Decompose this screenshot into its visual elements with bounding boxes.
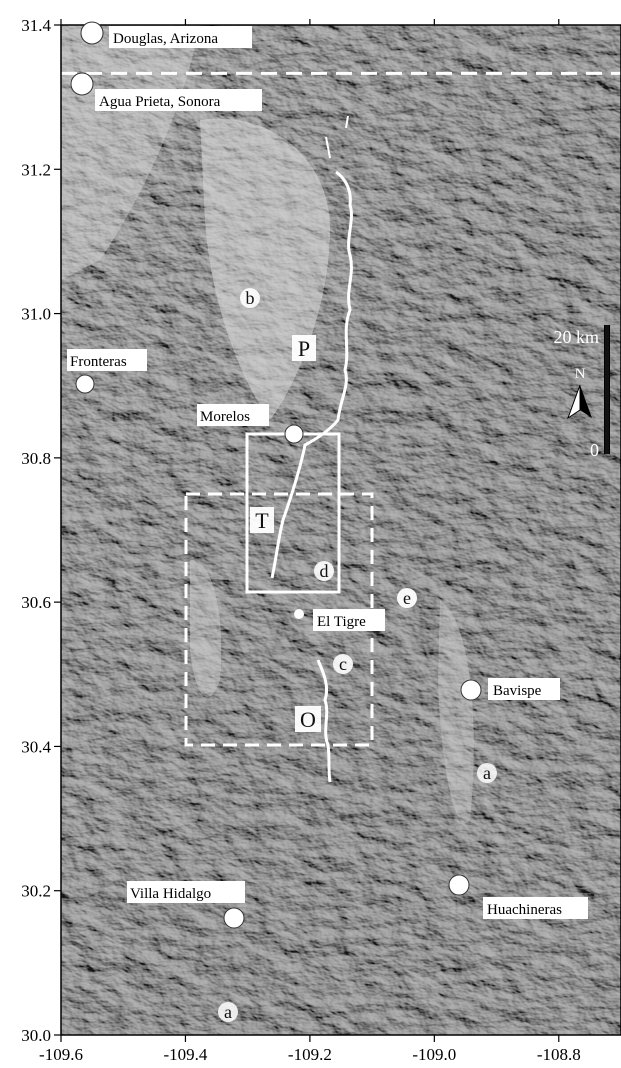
town-marker [460,679,482,701]
place-label-villa-hidalgo: Villa Hidalgo [130,886,211,902]
feature-letter-a-south: a [224,1002,232,1022]
feature-d: d [314,561,334,581]
town-marker [75,374,95,394]
feature-e: e [397,588,417,608]
y-tick-label: 31.0 [21,305,51,324]
y-tick-label: 31.2 [21,160,51,179]
place-agua-prieta: Agua Prieta, Sonora [70,72,262,111]
feature-letter-b: b [246,288,255,308]
place-label-fronteras: Fronteras [70,354,127,370]
feature-a-south: a [218,1002,238,1022]
scale-bar: 20 km 0 [553,325,610,460]
town-marker [70,72,94,96]
place-label-morelos: Morelos [200,409,250,425]
place-el-tigre: El Tigre [294,609,385,631]
place-label-douglas: Douglas, Arizona [113,31,218,47]
x-tick-label: -109.6 [39,1045,83,1064]
feature-letter-e: e [403,588,411,608]
x-tick-label: -109.2 [288,1045,332,1064]
y-tick-label: 30.0 [21,1026,51,1045]
place-fronteras: Fronteras [67,349,147,394]
fault-label-o: O [295,706,321,732]
label-box [313,609,385,631]
feature-a-east: a [477,763,497,783]
town-marker [448,874,470,896]
place-label-huachineras: Huachineras [487,902,562,918]
feature-c: c [333,654,353,674]
label-box [109,26,252,48]
place-bavispe: Bavispe [460,678,560,701]
y-tick-label: 30.4 [21,737,51,756]
place-morelos: Morelos [197,404,304,444]
feature-b: b [240,288,260,308]
label-box [95,89,262,111]
fault-trace-p-tip [325,115,349,159]
plain-northwest [61,25,200,280]
fault-trace-o [316,659,332,783]
town-marker [294,609,304,619]
x-tick-label: -109.4 [163,1045,207,1064]
place-label-agua-prieta: Agua Prieta, Sonora [99,94,221,110]
basin-east [438,600,474,824]
place-label-bavispe: Bavispe [493,683,542,699]
scale-bar-label: 20 km [553,327,599,347]
fault-label-t: T [250,507,274,533]
x-axis: -109.6 -109.4 -109.2 -109.0 -108.8 [39,19,581,1064]
town-marker [223,907,245,929]
label-box [483,897,588,919]
y-axis: 31.4 31.2 31.0 30.8 30.6 30.4 30.2 30.0 [21,16,61,1045]
place-huachineras: Huachineras [448,874,588,919]
place-label-el-tigre: El Tigre [317,614,366,630]
north-arrow-icon: N [567,366,592,420]
label-box [127,881,245,903]
north-label: N [575,366,586,382]
feature-letter-d: d [320,561,329,581]
map-area [61,25,621,1035]
scale-bar-zero: 0 [590,440,599,460]
y-tick-label: 30.6 [21,593,51,612]
town-marker [284,424,304,444]
fault-trace-p [270,170,353,579]
feature-letter-c: c [339,654,347,674]
basin-west [190,560,222,697]
map-frame [60,24,621,1036]
label-box [67,349,147,371]
x-tick-label: -108.8 [537,1045,581,1064]
fault-letter-p: P [298,336,310,361]
feature-letter-a-east: a [483,763,491,783]
relief-texture [61,25,621,1035]
y-tick-label: 31.4 [21,16,51,35]
fault-letter-t: T [255,508,269,533]
y-tick-label: 30.8 [21,449,51,468]
place-douglas: Douglas, Arizona [80,21,252,48]
label-box [197,404,269,426]
fault-label-p: P [292,335,316,361]
town-marker [80,21,104,45]
label-box [488,678,560,700]
place-villa-hidalgo: Villa Hidalgo [127,881,245,929]
x-tick-label: -109.0 [412,1045,456,1064]
y-tick-label: 30.2 [21,882,51,901]
fault-letter-o: O [300,707,316,732]
